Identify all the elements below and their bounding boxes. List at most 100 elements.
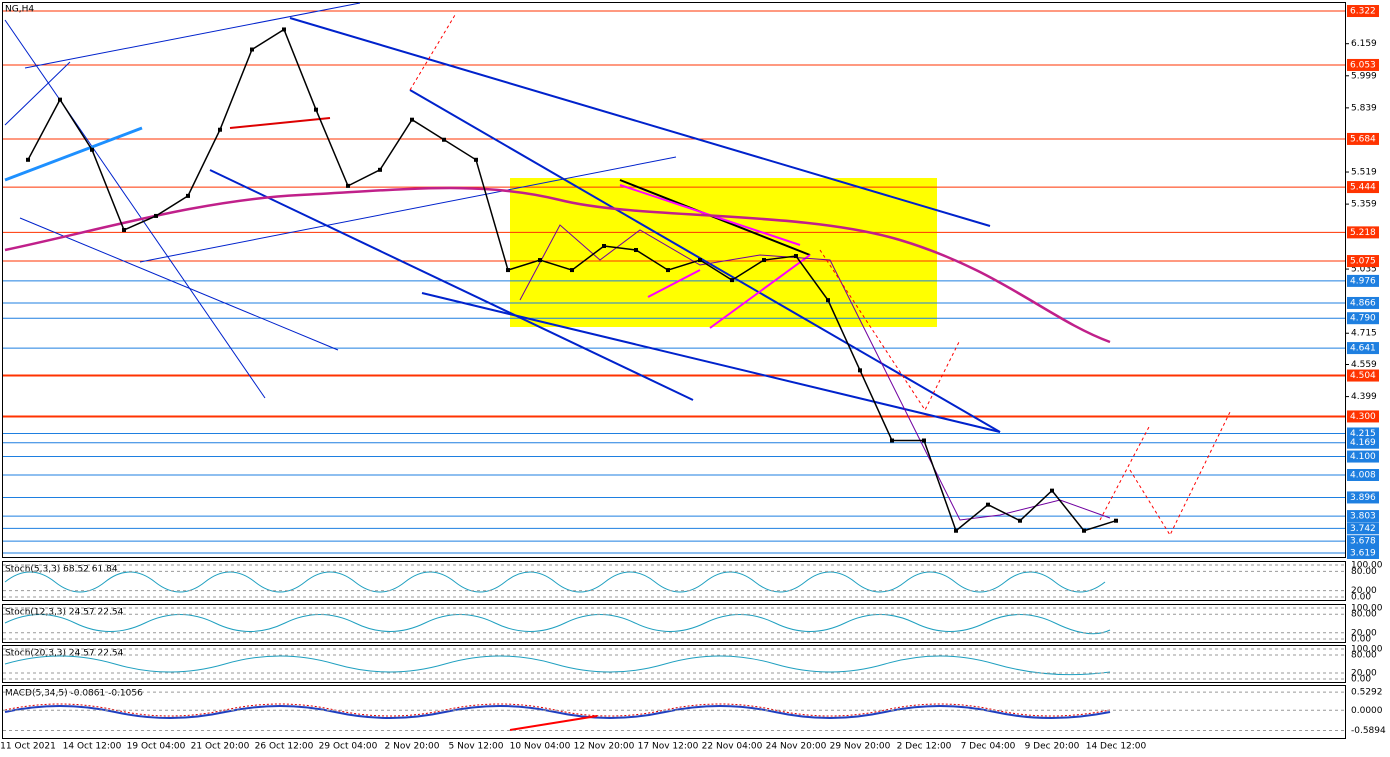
- level-label: 3.619: [1350, 548, 1376, 558]
- price-point: [442, 137, 446, 142]
- indicator-tick-label: 0.00: [1351, 593, 1371, 603]
- indicator-label: Stoch(5,3,3) 68.52 61.84: [5, 565, 118, 575]
- level-label-box: [1347, 436, 1379, 449]
- indicator-tick-label: 0.0000: [1351, 706, 1383, 716]
- y-tick-label: 4.559: [1351, 360, 1377, 370]
- price-point: [666, 268, 670, 273]
- level-label-box: [1347, 181, 1379, 194]
- indicator-tick-label: 20.00: [1351, 669, 1377, 679]
- level-label: 3.742: [1350, 524, 1376, 534]
- level-label-box: [1347, 546, 1379, 559]
- indicator-tick-label: 0.5292: [1351, 688, 1383, 698]
- x-tick-label: 24 Nov 20:00: [766, 742, 827, 752]
- x-tick-label: 10 Nov 04:00: [510, 742, 571, 752]
- y-tick-label: 5.035: [1351, 265, 1377, 275]
- x-tick-label: 11 Oct 2021: [0, 742, 56, 752]
- price-point: [378, 167, 382, 172]
- level-label-box: [1347, 226, 1379, 239]
- level-label-box: [1347, 468, 1379, 481]
- level-label: 4.790: [1350, 314, 1376, 324]
- price-point: [634, 248, 638, 253]
- y-tick-label: 4.399: [1351, 392, 1377, 402]
- x-tick-label: 12 Nov 20:00: [574, 742, 635, 752]
- level-label-box: [1347, 410, 1379, 423]
- price-point: [90, 147, 94, 152]
- indicator-label: Stoch(12,3,3) 24.57 22.54: [5, 608, 124, 618]
- indicator-tick-label: 20.00: [1351, 628, 1377, 638]
- x-tick-label: 5 Nov 12:00: [449, 742, 504, 752]
- x-tick-label: 14 Dec 12:00: [1086, 742, 1147, 752]
- indicator-tick-label: 80.00: [1351, 567, 1377, 577]
- price-point: [474, 157, 478, 162]
- price-point: [698, 258, 702, 263]
- price-point: [1114, 518, 1118, 523]
- price-point: [154, 213, 158, 218]
- price-point: [250, 47, 254, 52]
- highlight-zone: [510, 178, 937, 327]
- drawings: [4, 2, 1231, 731]
- price-point: [890, 438, 894, 443]
- level-label-box: [1347, 522, 1379, 535]
- symbol-label: NG,H4: [5, 5, 34, 15]
- level-label: 4.866: [1350, 298, 1376, 308]
- price-point: [826, 298, 830, 303]
- y-tick-label: 5.359: [1351, 200, 1377, 210]
- level-label-box: [1347, 342, 1379, 355]
- price-point: [602, 244, 606, 249]
- x-tick-label: 2 Nov 20:00: [385, 742, 440, 752]
- price-point: [954, 528, 958, 533]
- price-point: [1082, 528, 1086, 533]
- x-tick-label: 17 Nov 12:00: [638, 742, 699, 752]
- plot: [26, 27, 1118, 533]
- y-tick-label: 4.715: [1351, 329, 1377, 339]
- price-point: [506, 268, 510, 273]
- indicator-tick-label: 0.00: [1351, 675, 1371, 685]
- x-tick-label: 14 Oct 12:00: [63, 742, 122, 752]
- level-label: 5.218: [1350, 228, 1376, 238]
- level-label-box: [1347, 510, 1379, 523]
- indicator-tick-label: 20.00: [1351, 586, 1377, 596]
- indicator-tick-label: 100.00: [1351, 561, 1383, 571]
- level-label-box: [1347, 491, 1379, 504]
- price-point: [186, 193, 190, 198]
- x-tick-label: 7 Dec 04:00: [961, 742, 1016, 752]
- level-label: 3.896: [1350, 493, 1376, 503]
- level-label: 4.100: [1350, 452, 1376, 462]
- indicator-tick-label: 80.00: [1351, 610, 1377, 620]
- y-tick-label: 5.519: [1351, 168, 1377, 178]
- stoch-pane: [2, 561, 1346, 601]
- price-point: [58, 97, 62, 102]
- price-point: [858, 368, 862, 373]
- x-tick-label: 29 Nov 20:00: [830, 742, 891, 752]
- level-label: 4.300: [1350, 412, 1376, 422]
- x-tick-label: 19 Oct 04:00: [127, 742, 186, 752]
- level-label-box: [1347, 369, 1379, 382]
- stoch-pane: [2, 604, 1346, 643]
- x-tick-label: 29 Oct 04:00: [319, 742, 378, 752]
- indicator-tick-label: -0.5894: [1351, 726, 1386, 736]
- level-label-box: [1347, 132, 1379, 145]
- price-point: [122, 227, 126, 232]
- indicator-tick-label: 80.00: [1351, 651, 1377, 661]
- level-label: 6.322: [1350, 7, 1376, 17]
- level-label: 4.169: [1350, 438, 1376, 448]
- stoch-pane: [2, 645, 1346, 683]
- level-label-box: [1347, 296, 1379, 309]
- level-label-box: [1347, 450, 1379, 463]
- level-label: 4.641: [1350, 344, 1376, 354]
- price-point: [346, 183, 350, 188]
- x-tick-label: 22 Nov 04:00: [702, 742, 763, 752]
- price-point: [314, 107, 318, 112]
- price-point: [730, 278, 734, 283]
- level-label: 6.053: [1350, 60, 1376, 70]
- level-label-box: [1347, 312, 1379, 325]
- price-point: [538, 258, 542, 263]
- level-label: 5.684: [1350, 134, 1376, 144]
- y-tick-label: 5.999: [1351, 71, 1377, 81]
- price-point: [282, 27, 286, 32]
- y-tick-label: 6.159: [1351, 39, 1377, 49]
- price-point: [26, 157, 30, 162]
- level-label-box: [1347, 274, 1379, 287]
- level-label: 4.008: [1350, 470, 1376, 480]
